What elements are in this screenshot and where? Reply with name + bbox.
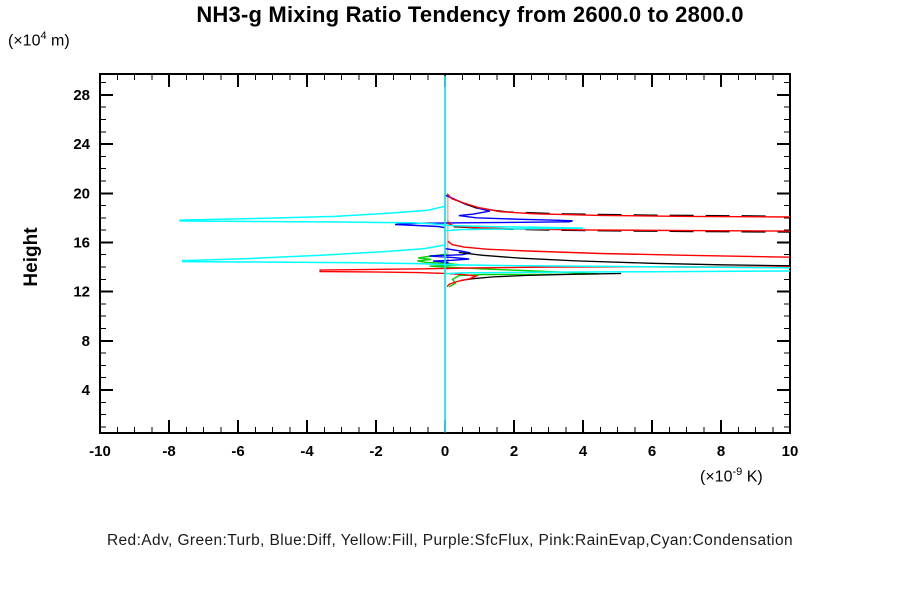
color-legend-text: Red:Adv, Green:Turb, Blue:Diff, Yellow:F… (106, 532, 794, 549)
x-tick-label: 10 (782, 443, 799, 460)
x-unit-suffix: K) (742, 468, 763, 486)
series-red-adv (447, 240, 791, 258)
x-tick-label: -8 (162, 443, 175, 460)
x-tick-label: 2 (510, 443, 518, 460)
y-unit-prefix: (×10 (8, 32, 41, 50)
y-unit-exponent: 4 (40, 30, 47, 42)
x-axis-unit-label: (×10-9 K) (700, 466, 763, 486)
y-tick-label: 4 (82, 382, 91, 399)
x-tick-label: 0 (441, 443, 449, 460)
y-tick-label: 24 (73, 136, 90, 153)
x-tick-label: 6 (648, 443, 656, 460)
series-black-line-solid (458, 251, 791, 267)
series-black-line (453, 226, 791, 233)
x-tick-label: -2 (369, 443, 382, 460)
series-black-line (455, 199, 766, 217)
series-red-adv (319, 266, 791, 288)
x-tick-label: 4 (579, 443, 588, 460)
y-tick-label: 12 (73, 284, 90, 301)
x-unit-exponent: -9 (732, 466, 743, 478)
y-tick-label: 28 (73, 87, 90, 104)
x-tick-label: -4 (300, 443, 314, 460)
x-tick-label: -10 (89, 443, 111, 460)
series-red-adv (447, 221, 791, 232)
x-unit-prefix: (×10 (700, 468, 733, 486)
series-blue-diff (429, 247, 471, 265)
series-cyan-condensation (179, 205, 584, 232)
x-tick-label: -6 (231, 443, 244, 460)
chart-title: NH3-g Mixing Ratio Tendency from 2600.0 … (196, 2, 744, 27)
series-blue-diff (394, 194, 573, 229)
series-cyan-condensation (182, 244, 791, 269)
y-tick-label: 20 (73, 185, 90, 202)
y-tick-label: 8 (82, 333, 90, 350)
x-tick-label: 8 (717, 443, 725, 460)
series-red-adv (446, 193, 791, 218)
series-cyan-condensation (444, 270, 791, 275)
y-axis-title: Height (21, 227, 42, 287)
y-unit-suffix: m) (46, 32, 70, 50)
y-tick-label: 16 (73, 234, 90, 251)
y-axis-unit-label: (×104 m) (8, 30, 70, 50)
